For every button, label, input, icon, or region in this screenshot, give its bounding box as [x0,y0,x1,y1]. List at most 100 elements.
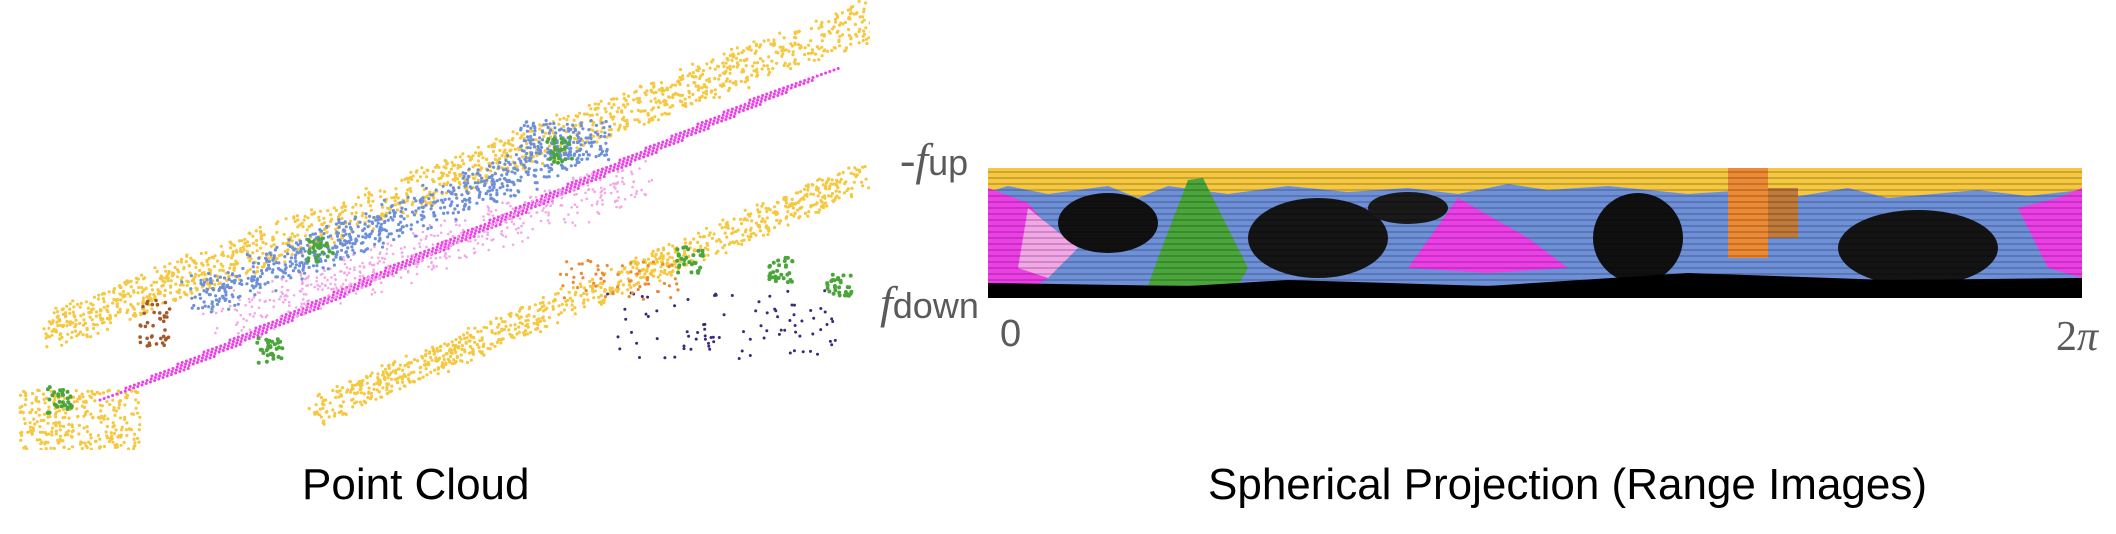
point [687,260,692,265]
point [132,444,136,448]
point [584,289,588,293]
point [846,8,850,12]
point [660,112,664,117]
point [493,344,497,348]
point [498,160,502,165]
point [388,211,392,215]
point [538,307,542,311]
point [640,188,643,192]
point [625,118,629,122]
point [752,40,756,44]
point [548,191,552,195]
point [673,304,677,308]
point [264,242,268,246]
point [137,440,141,444]
point [737,110,741,114]
point [237,331,240,335]
point [342,258,346,262]
point [459,256,462,260]
point [364,277,368,280]
point [608,112,612,116]
point [380,290,384,294]
point [327,415,331,419]
point [185,254,189,258]
point [786,289,790,293]
point [509,194,513,198]
point [522,203,526,207]
point [590,113,594,117]
point [427,265,430,269]
point [632,180,636,183]
point [453,178,457,183]
point [554,292,558,296]
point [790,44,795,48]
point [682,347,686,351]
point [290,262,294,266]
point [136,302,140,306]
point [399,268,402,272]
point [748,337,752,341]
point [533,303,538,307]
point [231,250,235,254]
point [241,334,245,337]
point [428,201,432,205]
point [831,291,836,296]
point [78,330,83,334]
point [515,165,519,169]
point [572,140,576,144]
point [334,227,338,231]
point [566,298,570,302]
vegetation-points [45,135,854,415]
point [827,289,832,294]
point [185,279,189,283]
point [484,191,488,196]
point [421,183,425,187]
point [448,255,451,258]
point [630,291,635,295]
point [101,297,105,301]
point [728,67,732,71]
point [612,166,616,169]
point [235,341,239,345]
point [250,277,254,281]
point [213,282,217,287]
point [500,217,504,220]
point [716,118,720,121]
point [163,328,167,332]
point [568,138,572,142]
point [39,447,43,450]
point [682,133,686,136]
point [52,390,57,395]
point [755,203,759,207]
point [477,154,481,158]
point [377,275,381,279]
point [471,165,475,169]
point [564,221,567,224]
point [413,247,416,250]
point [393,360,397,364]
point [294,263,298,267]
point [571,280,575,284]
point [97,445,102,450]
point [450,340,454,344]
point [427,248,431,252]
point [837,190,842,194]
point [672,142,676,145]
point [435,218,439,222]
point [19,438,23,442]
point [593,102,597,106]
point [217,350,221,354]
point [509,155,513,159]
point [123,293,127,297]
point [724,79,728,83]
point [769,91,773,94]
point [522,139,526,143]
point [218,347,222,351]
point [594,178,598,181]
point [585,181,589,184]
point [477,230,481,234]
x-end-symbol: π [2077,314,2099,360]
point [597,295,601,299]
point [609,164,613,168]
point [491,197,495,201]
